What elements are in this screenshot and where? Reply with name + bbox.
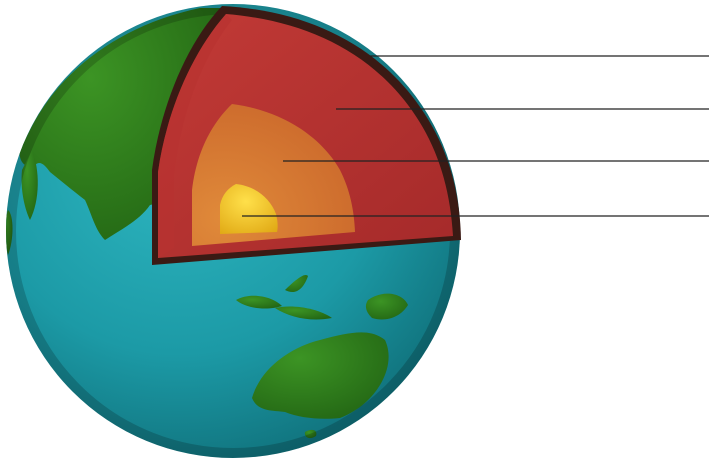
continent-australia — [252, 332, 389, 419]
leader-lines — [242, 55, 709, 217]
continent-peninsula — [21, 150, 38, 220]
island-left — [6, 210, 13, 255]
island-1 — [236, 295, 282, 309]
island-bottom — [304, 429, 317, 439]
island-new-guinea — [365, 293, 408, 320]
island-2 — [275, 306, 332, 320]
mantle-wall — [158, 14, 232, 258]
layer-inner-core — [220, 184, 278, 234]
continents — [6, 4, 460, 458]
island-3 — [285, 274, 308, 293]
